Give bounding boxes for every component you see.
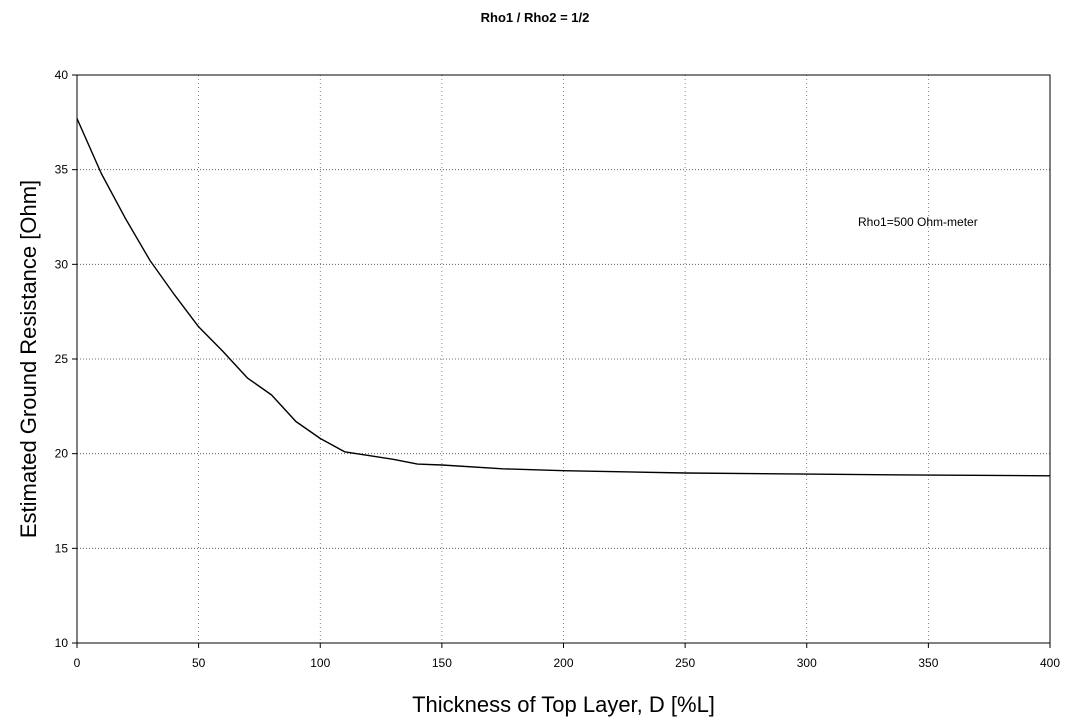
x-tick-label: 100 bbox=[310, 656, 330, 670]
y-tick-label: 40 bbox=[55, 68, 69, 82]
x-tick-label: 200 bbox=[553, 656, 573, 670]
x-tick-label: 250 bbox=[675, 656, 695, 670]
annotation: Rho1=500 Ohm-meter bbox=[858, 215, 978, 229]
y-tick-label: 25 bbox=[55, 352, 69, 366]
series-layer bbox=[76, 118, 1051, 477]
x-tick-label: 50 bbox=[192, 656, 206, 670]
x-tick-label: 150 bbox=[432, 656, 452, 670]
y-tick-label: 30 bbox=[55, 257, 69, 271]
x-tick-label: 300 bbox=[797, 656, 817, 670]
x-tick-label: 400 bbox=[1040, 656, 1060, 670]
series-line bbox=[76, 118, 1051, 477]
y-tick-label: 15 bbox=[55, 541, 69, 555]
grid bbox=[77, 75, 1050, 643]
y-tick-label: 35 bbox=[55, 163, 69, 177]
y-tick-label: 10 bbox=[55, 636, 69, 650]
x-axis-title: Thickness of Top Layer, D [%L] bbox=[412, 692, 715, 717]
x-tick-label: 0 bbox=[74, 656, 81, 670]
y-axis-title: Estimated Ground Resistance [Ohm] bbox=[16, 180, 41, 538]
y-tick-label: 20 bbox=[55, 447, 69, 461]
x-tick-label: 350 bbox=[918, 656, 938, 670]
chart-title: Rho1 / Rho2 = 1/2 bbox=[480, 10, 590, 25]
